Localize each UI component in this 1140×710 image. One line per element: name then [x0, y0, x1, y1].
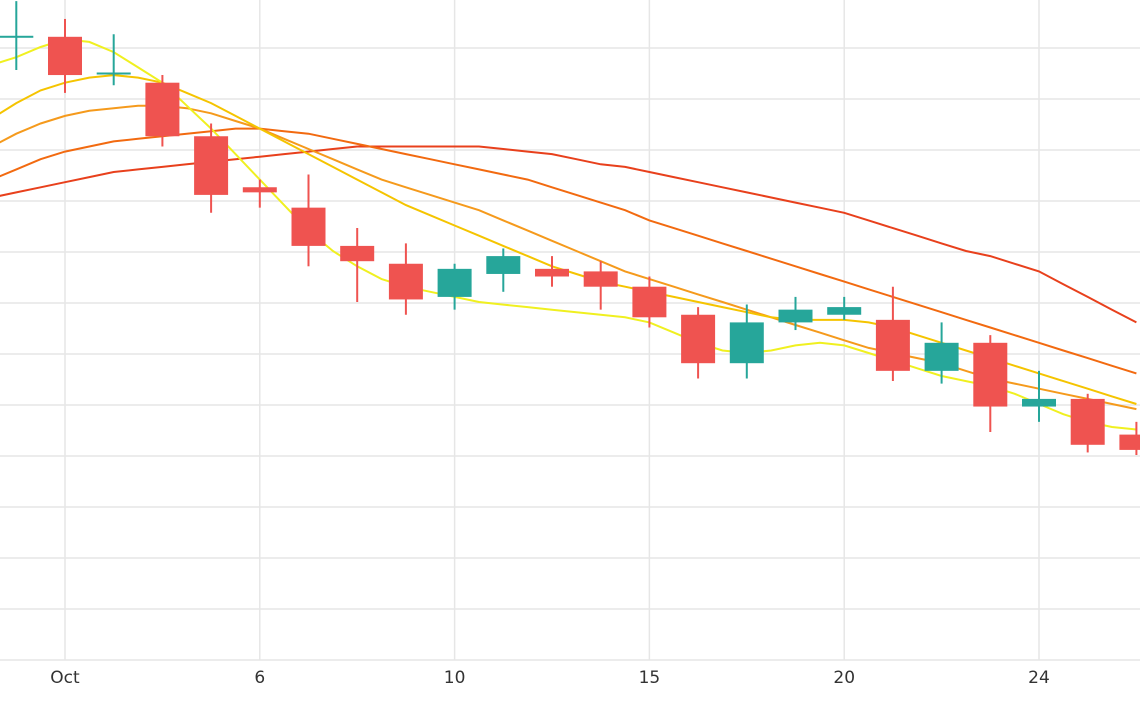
candle-body: [1119, 434, 1140, 450]
candle-body: [242, 187, 277, 193]
candle: [729, 304, 764, 379]
candle-body: [194, 136, 229, 195]
candle: [0, 1, 34, 70]
candle-body: [291, 207, 326, 246]
candle-body: [388, 263, 423, 300]
candle: [1022, 370, 1056, 422]
grid-lines: [0, 0, 1140, 661]
candle: [973, 335, 1008, 433]
candle-body: [1070, 398, 1105, 445]
candle: [583, 261, 618, 310]
candle: [778, 296, 813, 331]
candle: [486, 248, 521, 292]
candle-body: [535, 268, 569, 277]
moving-average-line: [0, 104, 1137, 411]
candle-body: [96, 72, 131, 75]
x-tick-label: Oct: [50, 668, 80, 688]
candle-body: [973, 342, 1008, 407]
x-tick-label: 10: [444, 668, 466, 688]
candle: [535, 256, 569, 287]
x-tick-label: 6: [254, 668, 265, 688]
candle: [681, 307, 716, 379]
candle-body: [924, 342, 959, 371]
candle-body: [729, 322, 764, 364]
x-tick-label: 15: [639, 668, 661, 688]
candle: [1070, 393, 1105, 453]
candle-body: [875, 319, 910, 371]
candle: [96, 34, 131, 86]
candle: [194, 123, 229, 213]
candle: [291, 174, 326, 267]
candle: [1119, 421, 1140, 455]
candle: [924, 322, 959, 384]
candle-body: [0, 35, 34, 38]
candles: [0, 1, 1140, 455]
candle-body: [827, 307, 862, 315]
candle-body: [1022, 398, 1056, 407]
candle-body: [583, 271, 618, 287]
candle: [242, 179, 277, 208]
candle-body: [681, 314, 716, 364]
candle-body: [340, 245, 375, 262]
candle-body: [486, 256, 521, 274]
candle: [340, 228, 375, 302]
candle: [875, 286, 910, 382]
candle-body: [632, 286, 667, 318]
candle: [388, 243, 423, 315]
x-axis-tick-labels: Oct 6 10 15 20 24: [50, 668, 1050, 688]
candle-body: [48, 36, 82, 76]
candle-body: [145, 82, 180, 137]
x-tick-label: 20: [833, 668, 855, 688]
candle: [437, 263, 472, 310]
candle: [48, 18, 82, 93]
candle: [145, 75, 180, 147]
candle-body: [437, 268, 472, 297]
candle: [827, 296, 862, 320]
candle: [632, 276, 667, 328]
x-tick-label: 24: [1028, 668, 1050, 688]
moving-average-line: [0, 145, 1137, 324]
candle-body: [778, 309, 813, 323]
